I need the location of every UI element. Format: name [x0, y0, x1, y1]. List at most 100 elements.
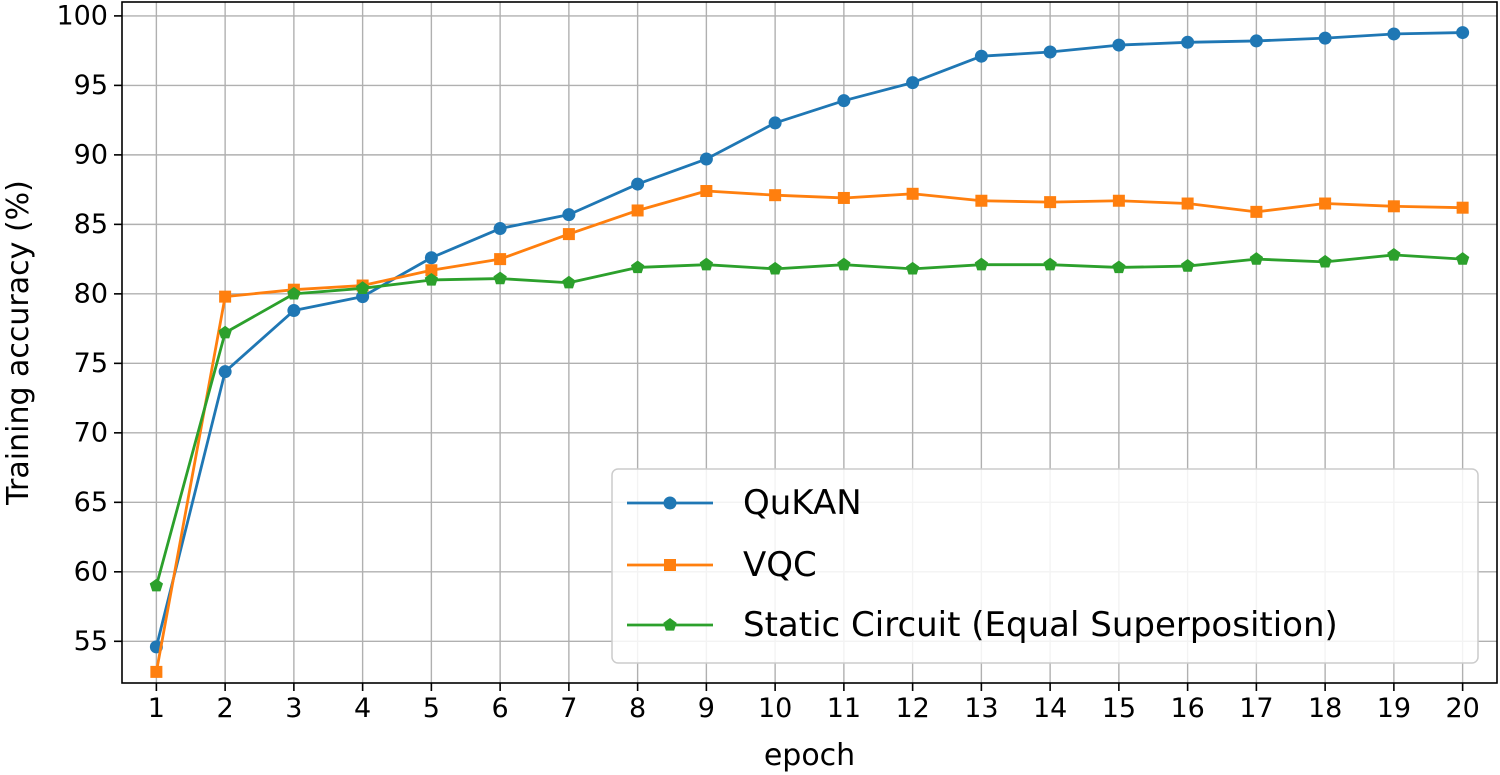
data-point-static-circuit-equal-superposition: [1455, 252, 1470, 265]
x-tick-label: 20: [1445, 693, 1479, 724]
x-tick-label: 13: [964, 693, 998, 724]
data-point-static-circuit-equal-superposition: [974, 257, 989, 271]
x-tick-label: 14: [1033, 693, 1067, 724]
legend-items: QuKAN VQC Static Circuit (Equal Superposit…: [627, 483, 1338, 645]
y-axis-ticks: 55 60 65 70 75 80 85 90 95 100: [56, 0, 122, 657]
legend-marker-vqc: [664, 559, 676, 571]
x-tick-label: 10: [758, 693, 792, 724]
data-point-qukan: [424, 251, 438, 265]
data-point-vqc: [1044, 196, 1057, 209]
data-point-vqc: [150, 665, 163, 678]
data-point-vqc: [1112, 194, 1125, 207]
y-tick-label: 65: [74, 487, 108, 518]
y-tick-label: 55: [74, 626, 108, 657]
data-point-static-circuit-equal-superposition: [149, 578, 164, 592]
legend-label-static-circuit-equal-superposition: Static Circuit (Equal Superposition): [743, 605, 1338, 645]
x-tick-label: 4: [354, 693, 371, 724]
data-point-static-circuit-equal-superposition: [1249, 252, 1264, 265]
data-point-vqc: [562, 228, 575, 241]
data-point-qukan: [287, 304, 301, 318]
legend-label-qukan: QuKAN: [743, 483, 862, 523]
data-point-qukan: [562, 208, 576, 222]
data-point-vqc: [975, 194, 988, 207]
data-point-qukan: [768, 116, 782, 130]
x-tick-label: 12: [895, 693, 929, 724]
data-point-vqc: [1250, 205, 1263, 218]
x-tick-label: 7: [560, 693, 577, 724]
data-point-qukan: [1043, 45, 1057, 59]
x-tick-label: 16: [1170, 693, 1204, 724]
data-point-static-circuit-equal-superposition: [837, 257, 851, 271]
x-tick-label: 2: [217, 693, 234, 724]
x-tick-label: 18: [1308, 693, 1342, 724]
data-point-vqc: [769, 189, 782, 202]
y-tick-label: 100: [56, 0, 108, 31]
x-tick-label: 9: [698, 693, 715, 724]
legend-item-qukan: QuKAN: [627, 483, 862, 523]
x-tick-label: 5: [423, 693, 440, 724]
data-point-vqc: [1456, 201, 1469, 214]
series-line-qukan: [155, 31, 1463, 648]
x-axis-ticks: 1 2 3 4 5 6 7 8 9 10 11 12 13 14 15 16 17 18 19 20: [148, 683, 1480, 724]
data-point-qukan: [906, 76, 920, 90]
data-point-vqc: [1319, 197, 1332, 210]
data-point-vqc: [837, 191, 850, 204]
x-tick-label: 15: [1102, 693, 1136, 724]
data-point-static-circuit-equal-superposition: [1180, 259, 1195, 272]
data-point-qukan: [493, 222, 507, 236]
data-point-vqc: [219, 290, 232, 303]
data-point-vqc: [1387, 200, 1400, 213]
x-tick-label: 6: [492, 693, 509, 724]
x-tick-label: 3: [285, 693, 302, 724]
data-point-static-circuit-equal-superposition: [493, 271, 507, 285]
legend: QuKAN VQC Static Circuit (Equal Superposit…: [611, 468, 1479, 664]
legend-item-static-circuit-equal-superposition: Static Circuit (Equal Superposition): [627, 605, 1338, 645]
data-point-qukan: [1249, 34, 1263, 48]
data-point-qukan: [837, 94, 851, 108]
data-point-qukan: [218, 365, 232, 379]
legend-box: [611, 468, 1479, 664]
data-point-static-circuit-equal-superposition: [768, 261, 782, 275]
data-point-static-circuit-equal-superposition: [1043, 257, 1057, 271]
x-tick-label: 19: [1377, 693, 1411, 724]
data-point-qukan: [1181, 35, 1195, 49]
data-point-static-circuit-equal-superposition: [905, 261, 920, 275]
legend-label-vqc: VQC: [743, 545, 817, 585]
data-point-static-circuit-equal-superposition: [630, 260, 645, 274]
series-line-static-circuit-equal-superposition: [155, 253, 1463, 587]
x-tick-label: 8: [629, 693, 646, 724]
data-point-static-circuit-equal-superposition: [218, 325, 232, 339]
plot-frame: [121, 1, 1498, 684]
x-tick-label: 1: [148, 693, 165, 724]
legend-item-vqc: VQC: [627, 545, 817, 585]
data-point-qukan: [1456, 26, 1470, 40]
data-point-vqc: [700, 185, 713, 198]
data-point-static-circuit-equal-superposition: [699, 257, 714, 271]
x-tick-label: 11: [827, 693, 861, 724]
series-static-circuit-equal-superposition: [149, 247, 1470, 592]
data-point-static-circuit-equal-superposition: [1112, 260, 1126, 274]
data-point-vqc: [906, 187, 919, 200]
x-tick-label: 17: [1239, 693, 1273, 724]
data-point-vqc: [494, 253, 507, 266]
legend-marker-static-circuit-equal-superposition: [663, 618, 677, 631]
data-point-static-circuit-equal-superposition: [287, 286, 301, 300]
y-tick-label: 75: [74, 348, 108, 379]
y-tick-label: 70: [74, 417, 108, 448]
data-point-qukan: [1387, 27, 1401, 41]
y-tick-label: 95: [74, 70, 108, 101]
data-point-qukan: [699, 152, 713, 166]
data-point-static-circuit-equal-superposition: [424, 272, 439, 286]
data-point-qukan: [1318, 31, 1332, 45]
data-point-qukan: [974, 49, 988, 63]
data-point-vqc: [631, 204, 644, 217]
data-point-static-circuit-equal-superposition: [355, 281, 370, 294]
series-layer: [149, 26, 1470, 678]
y-tick-label: 60: [74, 556, 108, 587]
y-tick-label: 85: [74, 209, 108, 240]
data-point-qukan: [1112, 38, 1126, 52]
series-line-vqc: [154, 189, 1463, 673]
data-point-vqc: [1181, 197, 1194, 210]
data-point-qukan: [631, 177, 645, 191]
y-tick-label: 80: [74, 278, 108, 309]
